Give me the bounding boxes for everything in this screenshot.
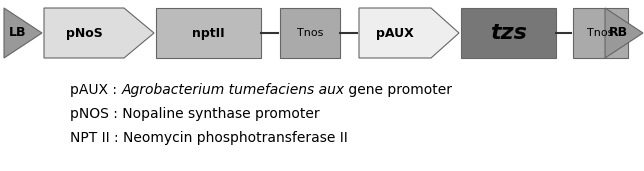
- Text: tzs: tzs: [490, 23, 527, 43]
- Text: pNoS: pNoS: [66, 27, 102, 40]
- Polygon shape: [4, 8, 42, 58]
- Text: Agrobacterium tumefaciens aux: Agrobacterium tumefaciens aux: [121, 83, 345, 97]
- Text: pAUX: pAUX: [376, 27, 414, 40]
- Text: nptII: nptII: [192, 27, 225, 40]
- Bar: [280, 8, 340, 58]
- Text: RB: RB: [609, 27, 628, 40]
- Bar: [573, 8, 628, 58]
- Polygon shape: [44, 8, 154, 58]
- Text: pNOS : Nopaline synthase promoter: pNOS : Nopaline synthase promoter: [70, 107, 319, 121]
- Text: NPT II : Neomycin phosphotransferase II: NPT II : Neomycin phosphotransferase II: [70, 131, 348, 145]
- Text: gene promoter: gene promoter: [345, 83, 453, 97]
- Text: pAUX :: pAUX :: [70, 83, 121, 97]
- Text: Tnos: Tnos: [587, 28, 614, 38]
- Text: LB: LB: [8, 27, 26, 40]
- Bar: [156, 8, 261, 58]
- Polygon shape: [605, 8, 643, 58]
- Polygon shape: [359, 8, 459, 58]
- Text: Tnos: Tnos: [297, 28, 323, 38]
- Bar: [461, 8, 556, 58]
